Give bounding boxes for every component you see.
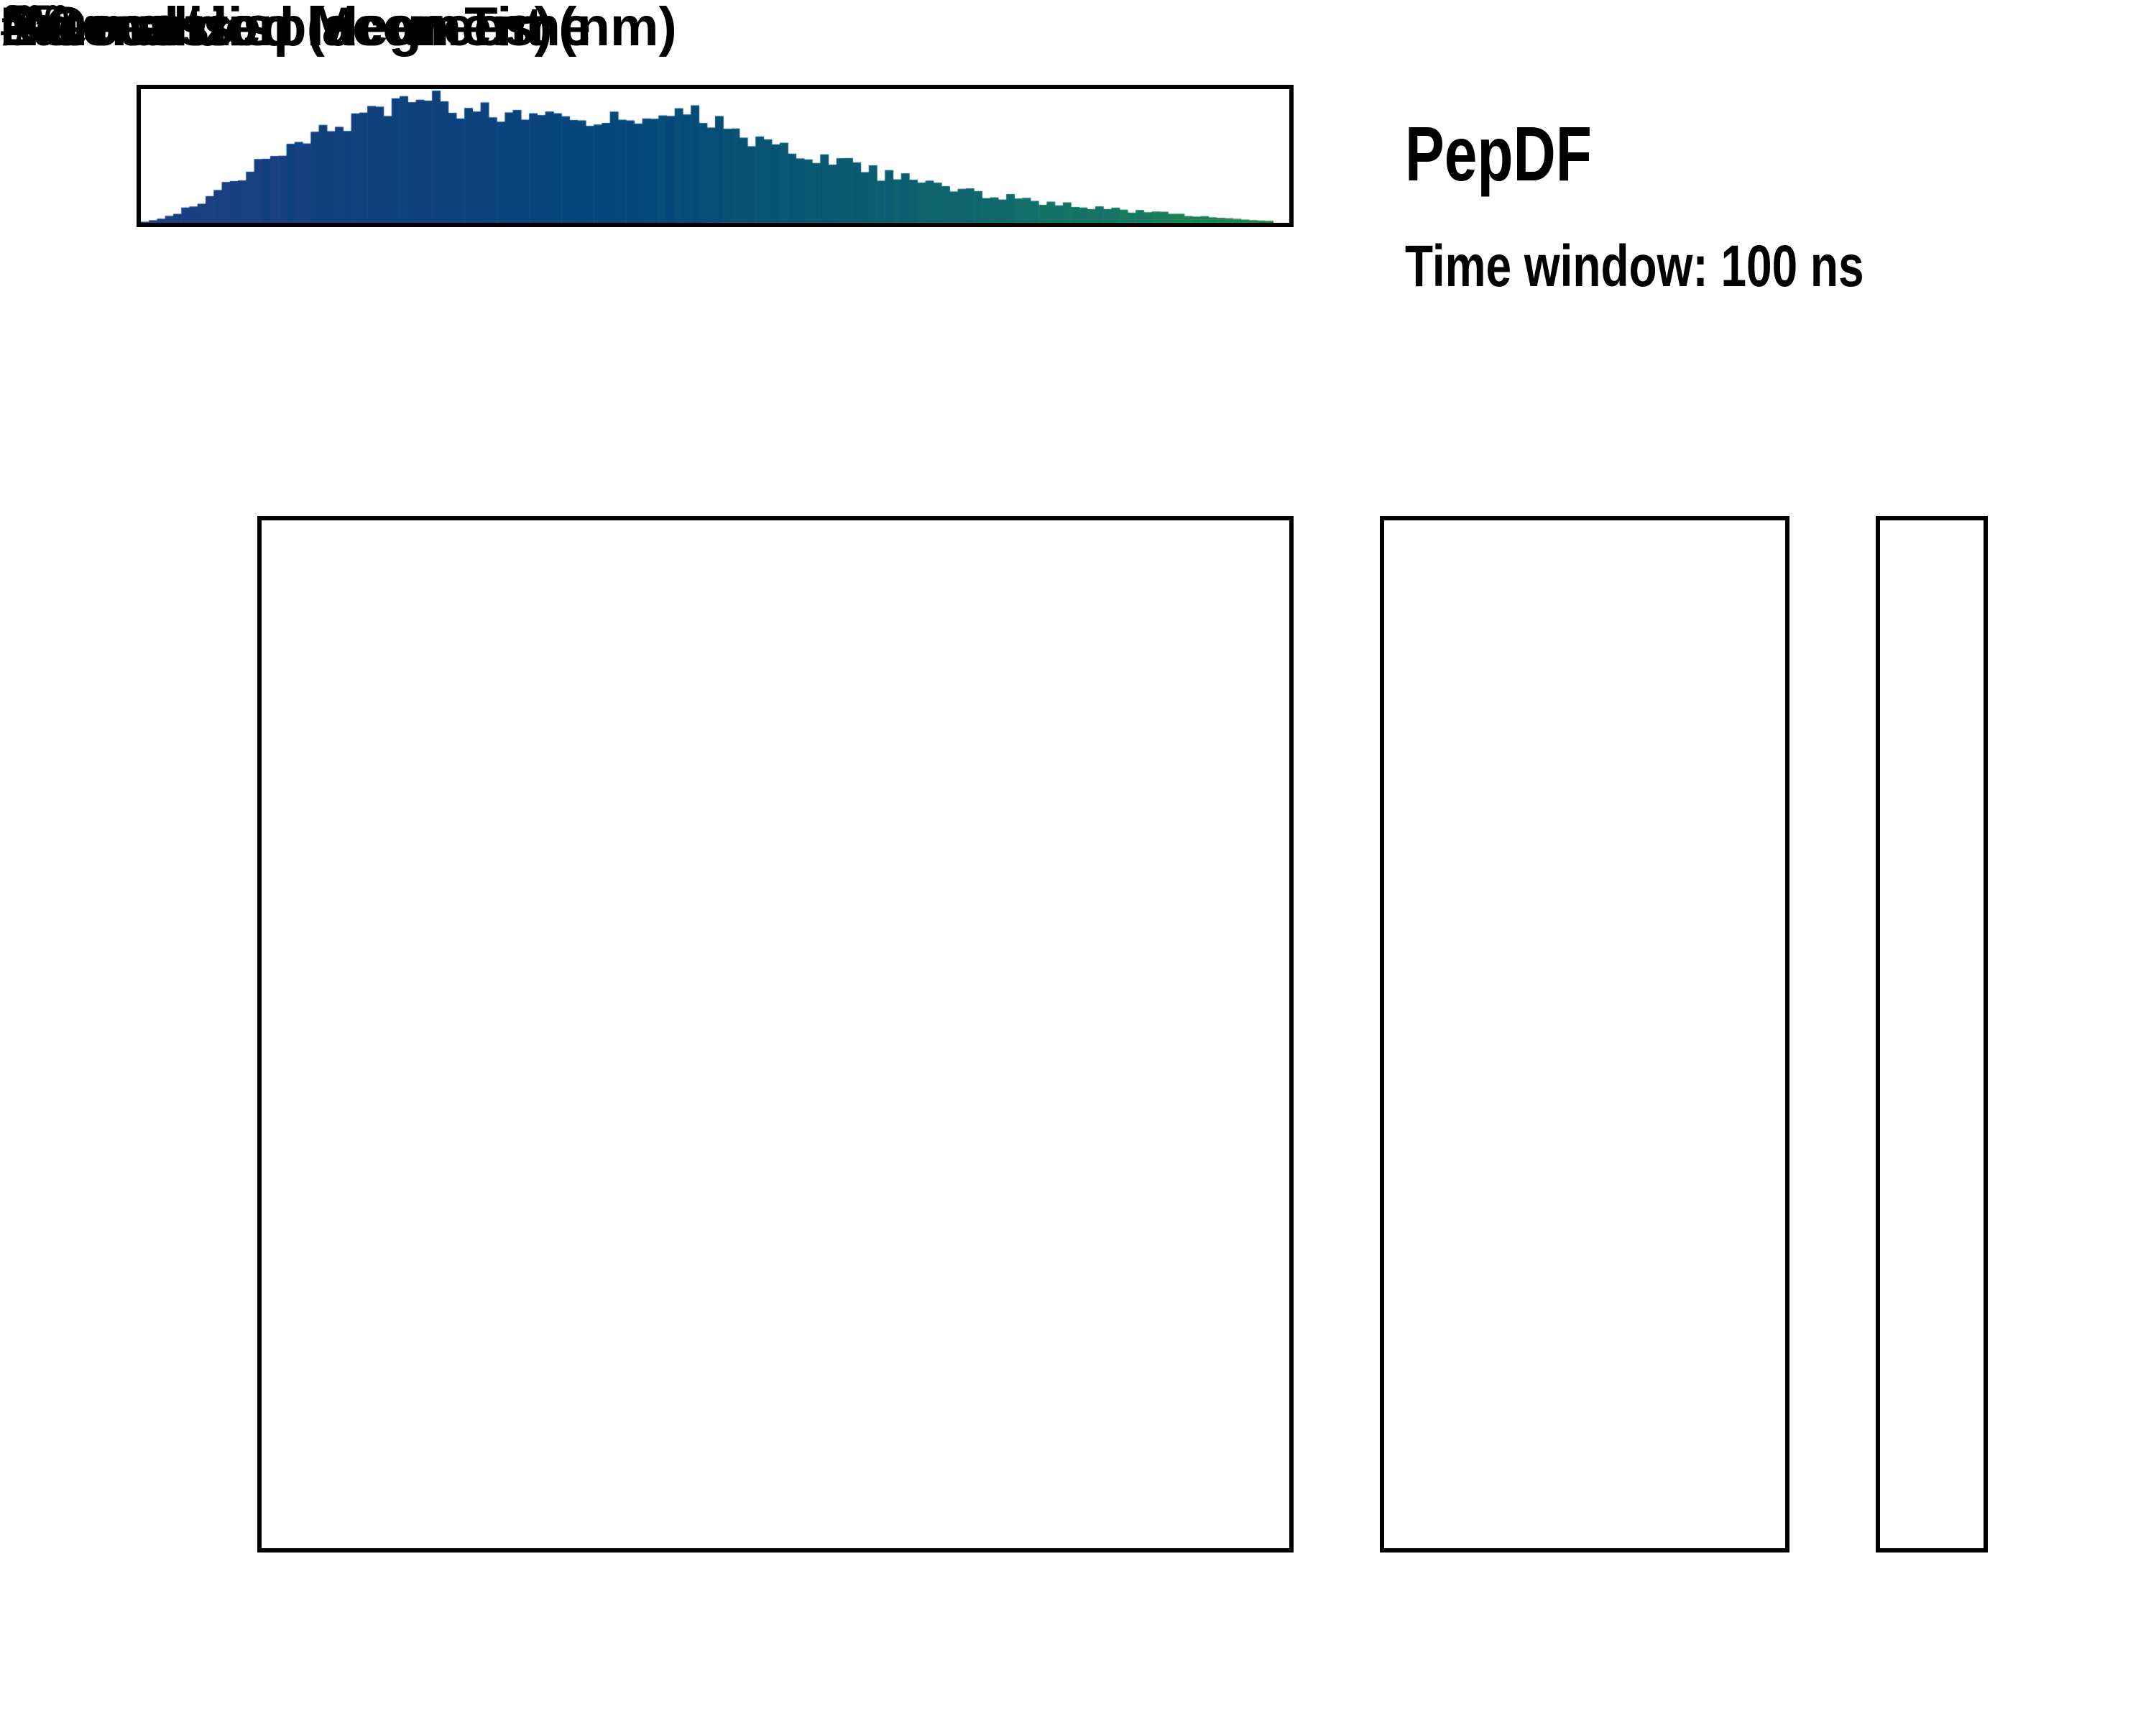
top-histogram-ylabel: # Counts: [0, 0, 234, 58]
figure-title: PepDF: [1405, 110, 1592, 197]
main-heatmap-canvas: [262, 520, 1289, 1548]
colorbar-gradient: [1880, 520, 1984, 1548]
main-plot-xlabel: Lateral displacement (nm): [0, 0, 677, 58]
colorbar-panel: [1876, 516, 1988, 1552]
top-marginal-histogram-panel: [137, 85, 1294, 227]
right-histogram-xtick-500: 500: [7, 0, 63, 44]
main-plot-ylabel: Precession (degrees): [0, 0, 553, 58]
top-histogram-canvas: [141, 89, 1289, 223]
right-histogram-xtick-0: 0: [2, 0, 21, 44]
main-heatmap-panel: [257, 516, 1294, 1552]
colorbar-label: Normalized Mean Time: [0, 0, 591, 58]
right-histogram-xlabel: # Counts: [0, 0, 234, 58]
top-histogram-ytick-0: 0: [5, 0, 24, 44]
right-histogram-canvas: [1384, 520, 1785, 1548]
top-histogram-ytick-250: 250: [15, 0, 70, 44]
right-marginal-histogram-panel: [1380, 516, 1789, 1552]
figure-subtitle: Time window: 100 ns: [1405, 234, 1864, 299]
